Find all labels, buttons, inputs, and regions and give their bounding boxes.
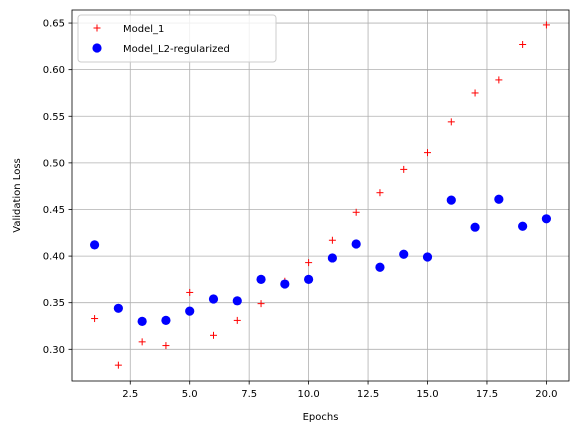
model-l2-point (256, 274, 266, 284)
grid (72, 10, 569, 381)
legend-label-model-l2-regularized: Model_L2-regularized (123, 44, 230, 55)
model-l2-point (137, 316, 147, 326)
series-0 (91, 21, 550, 369)
x-tick-label: 15.0 (416, 389, 438, 400)
axis-ticks: 2.5 5.0 7.5 10.0 12.5 15.0 17.5 20.0 0.30 0.35 0.4… (43, 19, 558, 400)
model-1-point (257, 300, 265, 308)
model-1-point (328, 236, 336, 244)
legend-marker-model-1 (93, 24, 101, 32)
model-1-point (138, 338, 146, 346)
model-1-point (424, 149, 432, 157)
model-l2-point (541, 214, 552, 224)
legend-symbol (92, 43, 102, 53)
y-tick-label: 0.60 (43, 65, 65, 76)
model-1-point (542, 21, 550, 29)
y-axis-label: Validation Loss (12, 158, 23, 233)
plot-frame (71, 9, 570, 382)
model-1-point (495, 76, 503, 84)
model-l2-point (89, 240, 100, 250)
model-l2-point (113, 303, 123, 313)
model-1-point (114, 361, 122, 369)
x-tick-label: 10.0 (297, 389, 319, 400)
y-tick-label: 0.55 (43, 112, 65, 123)
y-tick-label: 0.45 (43, 205, 65, 216)
model-l2-point (518, 221, 528, 231)
model-l2-point (327, 253, 337, 263)
model-1-point (305, 259, 313, 267)
model-l2-point (351, 239, 361, 249)
model-l2-point (446, 195, 456, 205)
model-1-point (447, 118, 455, 126)
legend-symbol (93, 24, 101, 32)
x-tick-label: 20.0 (535, 389, 557, 400)
model-1-point (91, 315, 99, 323)
model-1-point (376, 189, 384, 197)
y-tick-label: 0.30 (43, 345, 65, 356)
x-tick-label: 12.5 (357, 389, 379, 400)
model-l2-point (470, 222, 480, 232)
model-l2-point (208, 294, 219, 304)
model-1-point (162, 342, 170, 350)
y-tick-label: 0.65 (43, 19, 65, 30)
model-1-point (186, 288, 194, 296)
model-1-point (471, 89, 479, 97)
series-1 (89, 194, 552, 326)
model-l2-point (304, 274, 314, 284)
model-l2-point (375, 262, 385, 272)
model-1-point (209, 331, 217, 339)
model-l2-point (422, 252, 433, 262)
model-1-point (400, 165, 408, 173)
legend-marker-model-l2-regularized (92, 43, 102, 53)
x-tick-label: 2.5 (122, 389, 138, 400)
model-1-point (519, 40, 527, 48)
model-1-point (352, 208, 360, 216)
model-1-point (233, 316, 241, 324)
y-tick-label: 0.35 (43, 298, 65, 309)
model-l2-point (280, 279, 290, 289)
model-l2-point (185, 306, 195, 316)
model-l2-point (232, 296, 242, 306)
legend-box (77, 14, 277, 63)
y-tick-label: 0.50 (43, 158, 65, 169)
x-tick-label: 17.5 (476, 389, 498, 400)
y-tick-label: 0.40 (43, 252, 65, 263)
legend-label-model-1: Model_1 (123, 24, 164, 35)
x-tick-label: 7.5 (241, 389, 257, 400)
x-axis-label: Epochs (303, 412, 339, 423)
legend: Model_1 Model_L2-regularized (77, 14, 277, 63)
data-series (89, 21, 552, 369)
model-l2-point (494, 194, 504, 204)
model-l2-point (399, 249, 409, 259)
x-tick-label: 5.0 (182, 389, 198, 400)
model-l2-point (161, 315, 171, 326)
